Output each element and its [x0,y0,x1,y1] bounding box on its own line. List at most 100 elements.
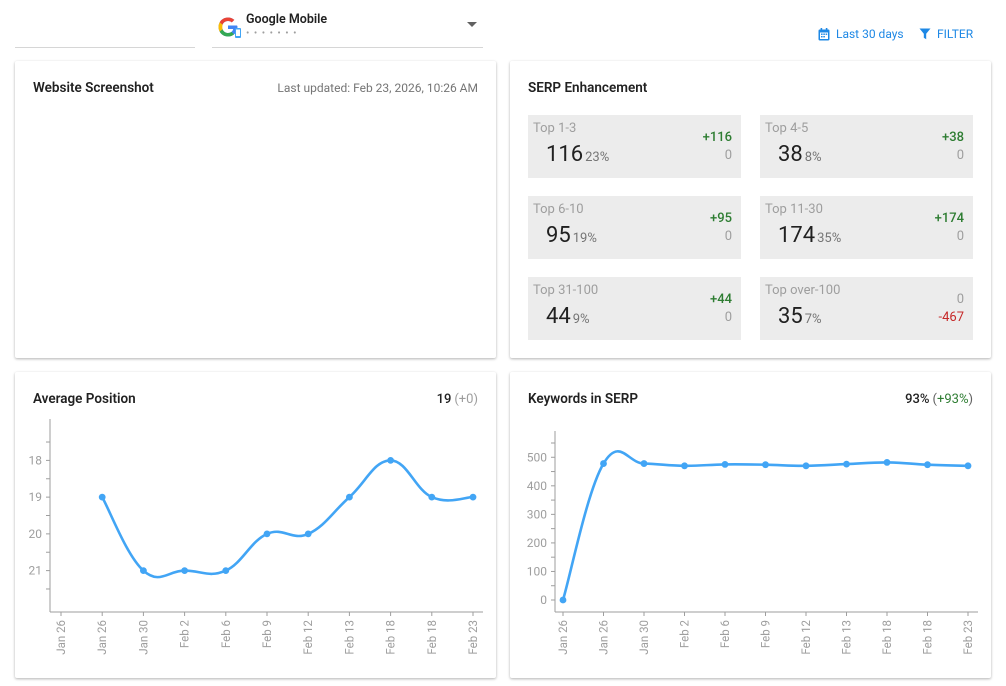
website-screenshot-card: Website Screenshot Last updated: Feb 23,… [15,61,496,358]
data-point [222,567,230,575]
tile-label: Top 6-10 [533,202,584,217]
y-tick-label: 0 [540,593,547,607]
x-tick-label: Feb 6 [219,620,233,648]
tile-up: +44 [710,292,732,307]
x-tick-label: Feb 6 [718,620,732,648]
x-tick-label: Jan 30 [637,620,651,655]
tile-percent: 35% [817,231,842,246]
tile-percent: 7% [804,312,822,327]
tile-count: 38 8% [778,142,822,167]
tile-up: +38 [942,130,964,145]
x-tick-label: Feb 23 [466,620,480,655]
tile-label: Top 11-30 [765,202,823,217]
tile-count: 44 9% [546,304,590,329]
x-tick-label: Jan 26 [556,620,570,655]
x-tick-label: Feb 13 [840,620,854,655]
y-tick-label: 21 [29,564,43,578]
filter-button[interactable]: FILTER [919,27,973,41]
card-title: Keywords in SERP [528,391,638,407]
y-tick-label: 500 [527,450,547,464]
x-tick-label: Feb 12 [799,619,813,654]
card-title: Website Screenshot [33,80,154,96]
average-position-chart: 18 19 20 21 Jan 26 Jan 26 Jan 30 Feb 2 Feb 6 Feb … [29,419,483,655]
data-point [181,567,189,575]
tile-percent: 23% [585,150,610,165]
x-tick-label: Jan 30 [136,620,150,655]
y-tick-label: 19 [29,490,43,504]
x-tick-label: Feb 18 [921,620,935,655]
calendar-icon [818,27,830,40]
keywords-in-serp-card: Keywords in SERP 93% (+93%) 0 100 200 300 40… [510,372,991,678]
project-select[interactable] [15,12,195,48]
tile-up: 0 [956,292,964,307]
data-point [843,460,850,468]
y-tick-label: 18 [29,453,43,467]
serp-tile[interactable]: Top 1-3 116 23% +116 0 [528,115,741,178]
y-tick-label: 100 [527,564,547,578]
tile-count: 116 23% [546,142,610,167]
x-tick-label: Feb 9 [759,620,773,648]
x-tick-label: Jan 26 [95,620,109,655]
serp-tile[interactable]: Top 11-30 174 35% +174 0 [760,196,973,259]
engine-location: • • • • • • • [246,28,298,39]
series-line [561,450,970,602]
average-position-card: Average Position 19 (+0) 18 19 20 21 Jan 26 J… [15,372,496,678]
data-point [721,461,729,468]
tile-down: 0 [956,229,964,244]
last-updated: Last updated: Feb 23, 2026, 10:26 AM [277,81,478,95]
tile-down: 0 [724,148,732,163]
data-point [387,456,394,464]
y-tick-label: 200 [527,536,547,550]
date-range-button[interactable]: Last 30 days [818,27,904,41]
tile-percent: 9% [572,312,590,327]
serp-enhancement-card: SERP Enhancement Top 1-3 116 23% +116 0 T… [510,61,991,358]
tile-down: 0 [956,148,964,163]
serp-tile[interactable]: Top 31-100 44 9% +44 0 [528,277,741,340]
keywords-chart: 0 100 200 300 400 500 Jan 26 Jan 26 Jan 30 Feb 2 F… [527,431,978,655]
tile-up: +174 [934,211,964,226]
data-point [304,530,312,538]
data-point [428,493,436,501]
keywords-value: 93% [905,392,930,407]
data-point [762,461,769,469]
x-tick-label: Jan 26 [597,620,611,655]
tile-label: Top 31-100 [533,283,599,298]
tile-percent: 19% [572,231,597,246]
tile-count: 174 35% [778,223,842,248]
x-tick-label: Feb 18 [880,620,894,655]
tile-down: 0 [724,229,732,244]
avg-position-summary: 19 (+0) [437,392,478,407]
google-mobile-icon [218,17,241,38]
data-point [600,460,607,467]
keywords-delta: +93% [936,392,969,407]
data-point [883,459,891,466]
data-point [802,462,810,470]
tile-down: 0 [724,310,732,325]
serp-tile[interactable]: Top 4-5 38 8% +38 0 [760,115,973,178]
y-tick-label: 300 [527,507,547,521]
tile-count: 95 19% [546,223,597,248]
card-title: Average Position [33,391,136,407]
data-point [640,460,648,467]
data-point [924,461,931,469]
x-tick-label: Feb 9 [260,620,274,648]
data-point [559,596,567,604]
y-tick-label: 400 [527,479,547,493]
x-tick-label: Feb 18 [425,620,439,655]
y-tick-label: 20 [29,527,43,541]
data-point [98,493,106,501]
serp-tile[interactable]: Top over-100 35 7% 0 -467 [760,277,973,340]
x-tick-label: Feb 18 [384,620,398,655]
tile-percent: 8% [804,150,822,165]
chevron-down-icon[interactable] [467,22,477,27]
data-point [140,567,147,575]
x-tick-label: Feb 23 [961,620,975,655]
x-tick-label: Feb 2 [678,619,692,648]
card-title: SERP Enhancement [528,80,648,96]
search-engine-select[interactable]: Google Mobile • • • • • • • [212,6,483,48]
x-tick-label: Feb 13 [342,620,356,655]
serp-tile[interactable]: Top 6-10 95 19% +95 0 [528,196,741,259]
avg-position-delta: (+0) [454,392,478,407]
avg-position-value: 19 [436,392,452,407]
